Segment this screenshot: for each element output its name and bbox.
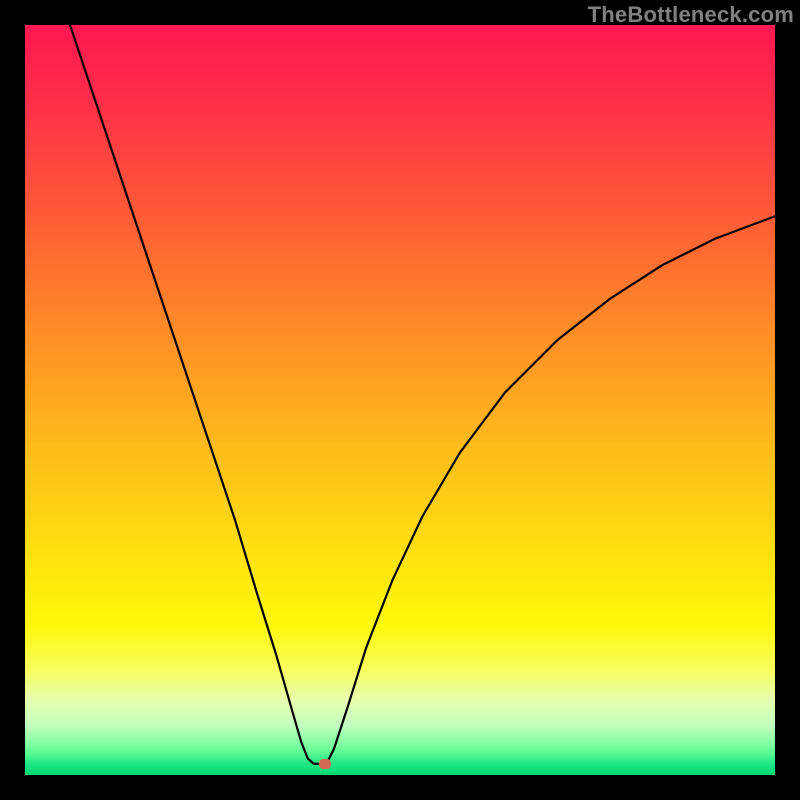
chart-container: TheBottleneck.com xyxy=(0,0,800,800)
gradient-background xyxy=(25,25,775,775)
min-point-marker xyxy=(319,759,331,769)
plot-area xyxy=(25,25,775,775)
